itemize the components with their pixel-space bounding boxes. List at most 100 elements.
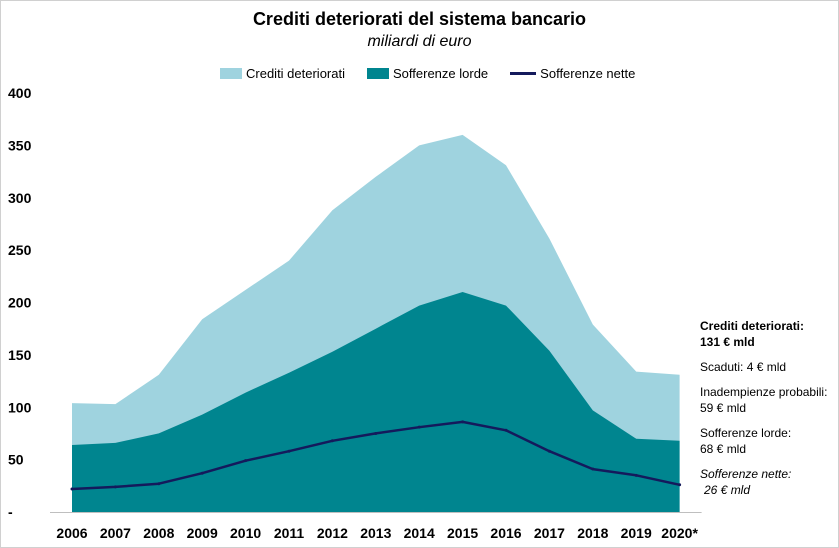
annotation-panel: Crediti deteriorati: 131 € mld Scaduti: … [700, 318, 836, 507]
data-point-crediti-deteriorati-2016 [505, 164, 508, 167]
data-point-sofferenze-nette-2008 [157, 482, 161, 486]
annotation-crediti-value: 131 € mld [700, 335, 755, 349]
annotation-crediti-label: Crediti deteriorati: [700, 319, 805, 333]
data-point-crediti-deteriorati-2015 [461, 133, 464, 136]
data-point-sofferenze-nette-2017 [547, 449, 551, 453]
data-point-sofferenze-lorde-2012 [331, 350, 334, 353]
data-point-sofferenze-nette-2010 [244, 459, 248, 463]
data-point-sofferenze-lorde-2010 [244, 391, 247, 394]
data-point-sofferenze-lorde-2014 [418, 304, 421, 307]
annotation-sofferenze-lorde-value: 68 € mld [700, 442, 747, 456]
y-tick-label: 350 [8, 137, 32, 153]
annotation-inadempienze: Inadempienze probabili: 59 € mld [700, 384, 836, 416]
x-axis: 2006 2007 2008 2009 2010 2011 2012 2013 2014 2015… [50, 512, 702, 541]
data-point-crediti-deteriorati-2020 [678, 373, 681, 376]
y-tick-label: 200 [8, 295, 32, 311]
legend-item-crediti-deteriorati: Crediti deteriorati [220, 66, 345, 81]
data-point-crediti-deteriorati-2011 [288, 259, 291, 262]
legend-swatch-sofferenze-nette [510, 71, 537, 75]
data-point-crediti-deteriorati-2006 [71, 402, 74, 405]
x-tick-label: 2007 [100, 525, 131, 541]
data-point-sofferenze-lorde-2019 [635, 437, 638, 440]
data-point-sofferenze-lorde-2018 [591, 409, 594, 412]
data-point-sofferenze-lorde-2016 [505, 304, 508, 307]
data-point-sofferenze-nette-2011 [287, 449, 291, 453]
data-point-crediti-deteriorati-2007 [114, 403, 117, 406]
annotation-scaduti: Scaduti: 4 € mld [700, 360, 787, 374]
data-point-crediti-deteriorati-2019 [635, 370, 638, 373]
x-tick-label: 2020* [661, 525, 698, 541]
x-tick-label: 2010 [230, 525, 261, 541]
x-tick-label: 2016 [490, 525, 521, 541]
data-point-sofferenze-nette-2006 [70, 487, 74, 491]
x-tick-label: 2012 [317, 525, 348, 541]
data-point-crediti-deteriorati-2010 [244, 288, 247, 291]
data-point-sofferenze-lorde-2008 [157, 432, 160, 435]
data-point-crediti-deteriorati-2017 [548, 237, 551, 240]
annotation-inadempienze-value: 59 € mld [700, 401, 747, 415]
chart-subtitle: miliardi di euro [367, 33, 472, 50]
legend: Crediti deteriorati Sofferenze lorde Sof… [220, 64, 657, 82]
data-point-sofferenze-nette-2015 [461, 420, 465, 424]
data-point-sofferenze-lorde-2017 [548, 349, 551, 352]
area-series-sofferenze-lorde [72, 292, 680, 512]
annotation-sofferenze-nette-value: 26 € mld [704, 483, 751, 497]
data-point-sofferenze-lorde-2009 [201, 413, 204, 416]
data-point-sofferenze-nette-2018 [591, 467, 595, 471]
legend-item-sofferenze-lorde: Sofferenze lorde [367, 66, 488, 81]
data-point-sofferenze-lorde-2006 [71, 443, 74, 446]
x-tick-label: 2014 [404, 525, 435, 541]
data-point-sofferenze-nette-2009 [200, 471, 204, 475]
data-point-sofferenze-nette-2020 [678, 483, 682, 487]
annotation-sofferenze-lorde: Sofferenze lorde: 68 € mld [700, 425, 836, 457]
y-tick-label: 250 [8, 242, 32, 258]
data-point-crediti-deteriorati-2013 [374, 175, 377, 178]
legend-label-sofferenze-nette: Sofferenze nette [540, 65, 636, 81]
x-tick-label: 2019 [621, 525, 652, 541]
y-tick-label: 150 [8, 347, 32, 363]
y-tick-label: 50 [8, 452, 24, 468]
data-point-sofferenze-lorde-2015 [461, 291, 464, 294]
annotation-sofferenze-lorde-label: Sofferenze lorde: [700, 426, 792, 440]
data-point-sofferenze-nette-2012 [330, 439, 334, 443]
data-point-sofferenze-nette-2019 [634, 473, 638, 477]
legend-swatch-crediti-deteriorati [220, 67, 242, 79]
y-tick-label: 300 [8, 190, 32, 206]
x-tick-label: 2015 [447, 525, 478, 541]
annotation-crediti: Crediti deteriorati: 131 € mld [700, 318, 836, 350]
data-point-sofferenze-nette-2016 [504, 428, 508, 432]
chart-title: Crediti deteriorati del sistema bancario [252, 9, 587, 29]
data-point-sofferenze-nette-2014 [417, 425, 421, 429]
data-point-sofferenze-lorde-2007 [114, 441, 117, 444]
x-tick-label: 2018 [577, 525, 608, 541]
annotation-inadempienze-label: Inadempienze probabili: [700, 385, 828, 399]
data-point-crediti-deteriorati-2008 [157, 373, 160, 376]
y-axis: - 50 100 150 200 250 300 350 400 [8, 85, 32, 520]
data-point-sofferenze-nette-2013 [374, 431, 378, 435]
data-point-sofferenze-lorde-2020 [678, 439, 681, 442]
legend-label-crediti-deteriorati: Crediti deteriorati [246, 65, 345, 81]
annotation-sofferenze-nette: Sofferenze nette: 26 € mld [700, 466, 836, 498]
x-tick-label: 2017 [534, 525, 565, 541]
x-tick-label: 2011 [274, 525, 305, 541]
x-tick-label: 2008 [143, 525, 174, 541]
data-point-crediti-deteriorati-2014 [418, 144, 421, 147]
data-point-sofferenze-lorde-2013 [374, 327, 377, 330]
chart-lines [70, 420, 682, 491]
x-tick-label: 2006 [56, 525, 87, 541]
annotation-sofferenze-nette-label: Sofferenze nette: [700, 467, 792, 481]
y-tick-label: 400 [8, 85, 32, 101]
x-tick-label: 2013 [360, 525, 391, 541]
y-tick-label: - [8, 504, 13, 520]
x-tick-label: 2009 [187, 525, 218, 541]
data-point-crediti-deteriorati-2012 [331, 209, 334, 212]
data-point-sofferenze-lorde-2011 [288, 371, 291, 374]
chart-areas [71, 133, 681, 512]
data-point-crediti-deteriorati-2018 [591, 323, 594, 326]
legend-swatch-sofferenze-lorde [367, 67, 389, 79]
legend-label-sofferenze-lorde: Sofferenze lorde [393, 65, 489, 81]
data-point-sofferenze-nette-2007 [113, 485, 117, 489]
data-point-crediti-deteriorati-2009 [201, 318, 204, 321]
legend-item-sofferenze-nette: Sofferenze nette [510, 66, 635, 81]
